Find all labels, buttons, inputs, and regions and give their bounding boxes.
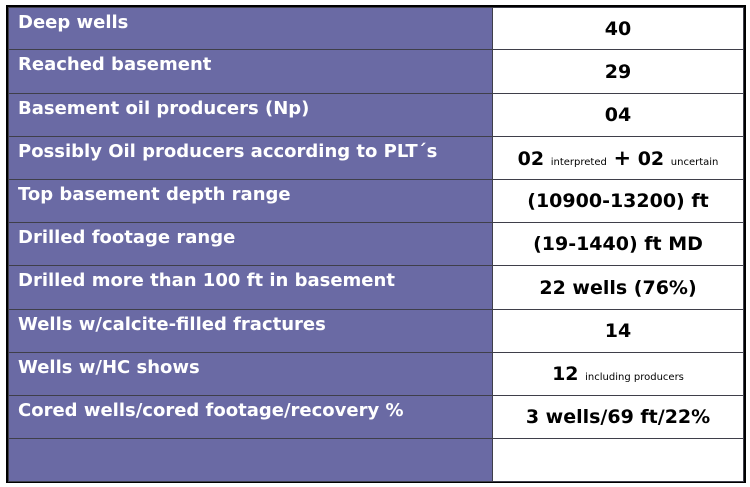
well-statistics-table-frame: Deep wells 40 Reached basement 29 Baseme… [6,5,746,483]
uncertain-count: 02 [637,148,665,170]
row-value-plt: 02 interpreted + 02 uncertain [492,136,744,180]
row-value: 3 wells/69 ft/22% [492,395,744,439]
table-row: Reached basement 29 [8,49,744,94]
row-label: Cored wells/cored footage/recovery % [8,395,493,439]
table-row: Wells w/HC shows 12 including producers [8,352,744,396]
row-value [492,438,744,482]
table-row [8,438,744,482]
table-row: Possibly Oil producers according to PLT´… [8,136,744,180]
row-label: Wells w/HC shows [8,352,493,396]
table-row: Drilled footage range (19-1440) ft MD [8,222,744,266]
interpreted-note: interpreted [550,157,607,168]
uncertain-note: uncertain [670,157,719,168]
row-value-hc: 12 including producers [492,352,744,396]
row-label: Deep wells [8,7,493,50]
row-label: Reached basement [8,49,493,94]
plus-sign: + [613,146,632,170]
row-label: Basement oil producers (Np) [8,93,493,137]
interpreted-count: 02 [517,148,545,170]
row-value: 29 [492,49,744,94]
row-value: 22 wells (76%) [492,265,744,310]
row-label [8,438,493,482]
well-statistics-table: Deep wells 40 Reached basement 29 Baseme… [8,7,744,482]
row-label: Drilled more than 100 ft in basement [8,265,493,310]
table-row: Basement oil producers (Np) 04 [8,93,744,137]
row-value: 04 [492,93,744,137]
row-value: (19-1440) ft MD [492,222,744,266]
row-value: 14 [492,309,744,353]
table-row: Drilled more than 100 ft in basement 22 … [8,265,744,310]
table-row: Cored wells/cored footage/recovery % 3 w… [8,395,744,439]
row-value: (10900-13200) ft [492,179,744,223]
hc-note: including producers [585,372,684,383]
row-label: Top basement depth range [8,179,493,223]
row-value: 40 [492,7,744,50]
hc-count: 12 [552,363,579,385]
row-label: Wells w/calcite-filled fractures [8,309,493,353]
row-label: Drilled footage range [8,222,493,266]
row-label: Possibly Oil producers according to PLT´… [8,136,493,180]
table-row: Wells w/calcite-filled fractures 14 [8,309,744,353]
table-row: Top basement depth range (10900-13200) f… [8,179,744,223]
table-row: Deep wells 40 [8,7,744,50]
